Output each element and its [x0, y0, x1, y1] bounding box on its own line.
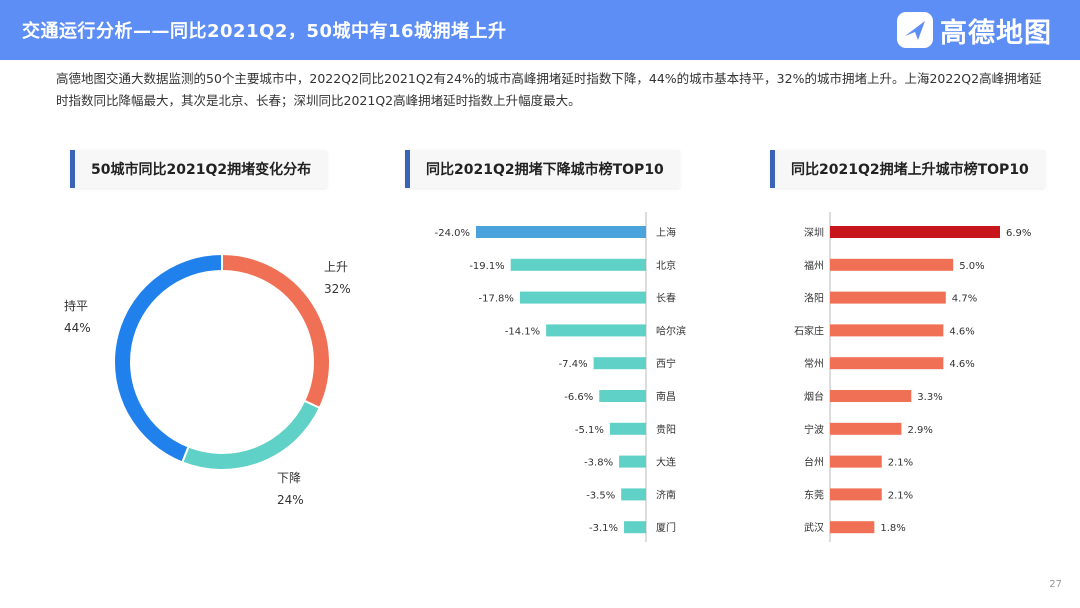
bar-category-label: 西宁	[656, 357, 676, 370]
bar-宁波	[830, 422, 902, 435]
bar-category-label: 济南	[656, 488, 676, 501]
bar-value-label: -14.1%	[505, 326, 540, 337]
bar-西宁	[593, 357, 646, 370]
bar-category-label: 常州	[804, 357, 824, 370]
bar-category-label: 长春	[656, 293, 676, 305]
title-accent-bar	[70, 150, 75, 188]
bar-category-label: 东莞	[804, 488, 824, 501]
bar-category-label: 大连	[656, 456, 676, 469]
bar-value-label: -3.1%	[589, 523, 618, 534]
donut-slice-label: 持平	[64, 298, 88, 313]
bar-value-label: 5.0%	[959, 261, 984, 272]
bar-烟台	[830, 390, 912, 402]
donut-slice-上升	[221, 252, 331, 410]
bar-value-label: 2.1%	[888, 490, 913, 501]
decline-chart-title: 同比2021Q2拥堵下降城市榜TOP10	[426, 162, 664, 178]
bar-category-label: 厦门	[656, 521, 676, 534]
bar-济南	[621, 488, 646, 501]
bar-厦门	[624, 521, 646, 534]
title-accent-bar	[770, 150, 775, 188]
header-bar: 交通运行分析——同比2021Q2，50城中有16城拥堵上升 高德地图	[0, 0, 1080, 60]
amap-logo: 高德地图	[896, 10, 1052, 50]
bar-南昌	[599, 390, 646, 402]
bar-哈尔滨	[546, 324, 646, 337]
bar-value-label: -7.4%	[559, 359, 588, 370]
bar-贵阳	[609, 422, 646, 435]
bar-武汉	[830, 521, 875, 534]
bar-category-label: 哈尔滨	[656, 324, 686, 337]
bar-石家庄	[830, 324, 944, 337]
bar-台州	[830, 455, 882, 468]
donut-slice-value: 32%	[324, 282, 351, 296]
bar-value-label: 4.6%	[949, 359, 974, 370]
bar-北京	[510, 258, 646, 271]
title-accent-bar	[405, 150, 410, 188]
bar-category-label: 福州	[804, 259, 824, 272]
donut-slice-value: 44%	[64, 321, 91, 335]
bar-福州	[830, 258, 954, 271]
rise-chart-title: 同比2021Q2拥堵上升城市榜TOP10	[791, 162, 1029, 178]
bar-常州	[830, 357, 944, 370]
bar-category-label: 深圳	[804, 227, 824, 239]
bar-value-label: 4.7%	[952, 294, 977, 305]
logo-text: 高德地图	[940, 17, 1052, 49]
bar-category-label: 烟台	[804, 390, 824, 403]
donut-slice-label: 下降	[277, 471, 301, 485]
bar-洛阳	[830, 291, 946, 304]
bar-category-label: 台州	[804, 456, 824, 469]
donut-chart-title: 50城市同比2021Q2拥堵变化分布	[91, 162, 312, 178]
amap-logo-icon	[897, 12, 933, 48]
bar-长春	[519, 291, 646, 304]
bar-value-label: -24.0%	[435, 228, 470, 239]
donut-slice-下降	[180, 399, 322, 471]
bar-category-label: 北京	[656, 259, 676, 272]
bar-category-label: 宁波	[804, 423, 824, 436]
page-title: 交通运行分析——同比2021Q2，50城中有16城拥堵上升	[22, 21, 507, 42]
bar-category-label: 南昌	[656, 390, 676, 403]
decline-panel-title: 同比2021Q2拥堵下降城市榜TOP10	[405, 150, 680, 188]
bar-深圳	[830, 226, 1000, 238]
bar-value-label: -19.1%	[469, 261, 504, 272]
bar-value-label: -3.8%	[584, 458, 613, 469]
bar-category-label: 贵阳	[656, 423, 676, 436]
bar-上海	[476, 226, 646, 238]
donut-panel-title: 50城市同比2021Q2拥堵变化分布	[70, 150, 328, 188]
bar-value-label: -17.8%	[479, 294, 514, 305]
bar-category-label: 石家庄	[794, 324, 824, 337]
bar-category-label: 洛阳	[804, 292, 824, 305]
bar-value-label: -3.5%	[586, 490, 615, 501]
page-number: 27	[1049, 579, 1062, 590]
bar-value-label: 6.9%	[1006, 228, 1031, 239]
donut-slice-持平	[113, 252, 223, 464]
bar-value-label: 1.8%	[880, 523, 905, 534]
bar-大连	[619, 455, 646, 468]
bar-value-label: 2.9%	[907, 425, 932, 436]
bar-value-label: 2.1%	[888, 458, 913, 469]
bar-category-label: 上海	[656, 226, 676, 239]
bar-value-label: 3.3%	[917, 392, 942, 403]
bar-value-label: -5.1%	[575, 425, 604, 436]
bar-value-label: 4.6%	[949, 326, 974, 337]
bar-category-label: 武汉	[804, 521, 824, 534]
donut-slice-label: 上升	[324, 260, 348, 274]
summary-text: 高德地图交通大数据监测的50个主要城市中，2022Q2同比2021Q2有24%的…	[56, 71, 1042, 108]
donut-slice-value: 24%	[277, 493, 304, 507]
bar-value-label: -6.6%	[564, 392, 593, 403]
bar-东莞	[830, 488, 882, 501]
rise-panel-title: 同比2021Q2拥堵上升城市榜TOP10	[770, 150, 1045, 188]
